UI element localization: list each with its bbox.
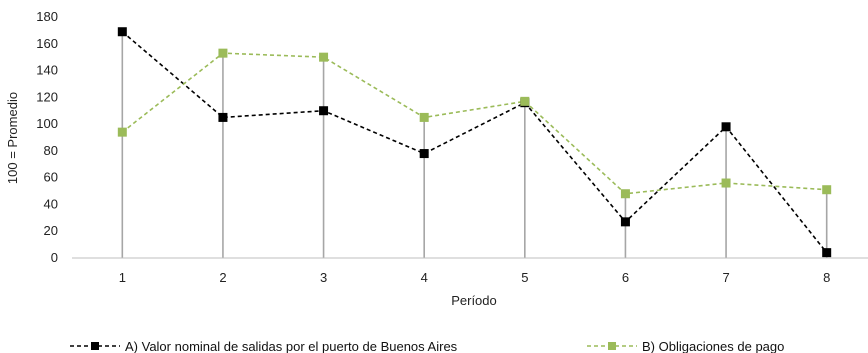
data-point-b bbox=[822, 185, 832, 195]
legend-swatch-b-marker bbox=[608, 342, 616, 350]
series-line-b bbox=[121, 52, 827, 195]
y-tick-label: 120 bbox=[36, 89, 58, 104]
data-point-a bbox=[117, 27, 127, 37]
data-point-b bbox=[117, 127, 127, 137]
legend-label-b: B) Obligaciones de pago bbox=[642, 339, 784, 353]
y-tick-label: 60 bbox=[44, 170, 58, 185]
y-tick-label: 0 bbox=[51, 250, 58, 265]
y-tick-label: 180 bbox=[36, 9, 58, 24]
x-tick-label: 3 bbox=[320, 270, 327, 285]
y-tick-label: 20 bbox=[44, 223, 58, 238]
data-point-b bbox=[721, 178, 731, 188]
data-point-a bbox=[319, 106, 329, 116]
series-markers bbox=[117, 27, 832, 258]
x-tick-label: 1 bbox=[119, 270, 126, 285]
x-tick-label: 5 bbox=[521, 270, 528, 285]
x-axis-title: Período bbox=[451, 293, 497, 308]
data-point-b bbox=[218, 48, 228, 58]
y-axis-ticks: 0 20 40 60 80 100 120 140 160 180 bbox=[36, 9, 58, 265]
data-point-b bbox=[520, 96, 530, 106]
y-tick-label: 40 bbox=[44, 196, 58, 211]
data-point-b bbox=[620, 189, 630, 199]
y-axis-title: 100 = Promedio bbox=[5, 92, 20, 184]
x-axis-ticks: 1 2 3 4 5 6 7 8 bbox=[119, 270, 831, 285]
x-tick-label: 2 bbox=[219, 270, 226, 285]
y-tick-label: 100 bbox=[36, 116, 58, 131]
legend-item-b: B) Obligaciones de pago bbox=[587, 339, 784, 353]
x-tick-label: 4 bbox=[421, 270, 428, 285]
y-tick-label: 80 bbox=[44, 143, 58, 158]
data-point-a bbox=[822, 248, 832, 258]
data-point-a bbox=[721, 122, 731, 132]
data-point-a bbox=[620, 217, 630, 227]
data-point-b bbox=[419, 112, 429, 122]
y-tick-label: 140 bbox=[36, 63, 58, 78]
legend: A) Valor nominal de salidas por el puert… bbox=[70, 339, 784, 353]
x-tick-label: 8 bbox=[823, 270, 830, 285]
legend-item-a: A) Valor nominal de salidas por el puert… bbox=[70, 339, 458, 353]
legend-swatch-a-marker bbox=[91, 342, 99, 350]
x-tick-label: 7 bbox=[722, 270, 729, 285]
series-lines bbox=[121, 31, 828, 254]
series-line-a bbox=[121, 31, 828, 254]
data-point-a bbox=[419, 149, 429, 159]
legend-label-a: A) Valor nominal de salidas por el puert… bbox=[125, 339, 458, 353]
data-point-b bbox=[319, 52, 329, 62]
x-tick-label: 6 bbox=[622, 270, 629, 285]
data-point-a bbox=[218, 112, 228, 122]
drop-lines bbox=[121, 31, 828, 258]
y-tick-label: 160 bbox=[36, 36, 58, 51]
